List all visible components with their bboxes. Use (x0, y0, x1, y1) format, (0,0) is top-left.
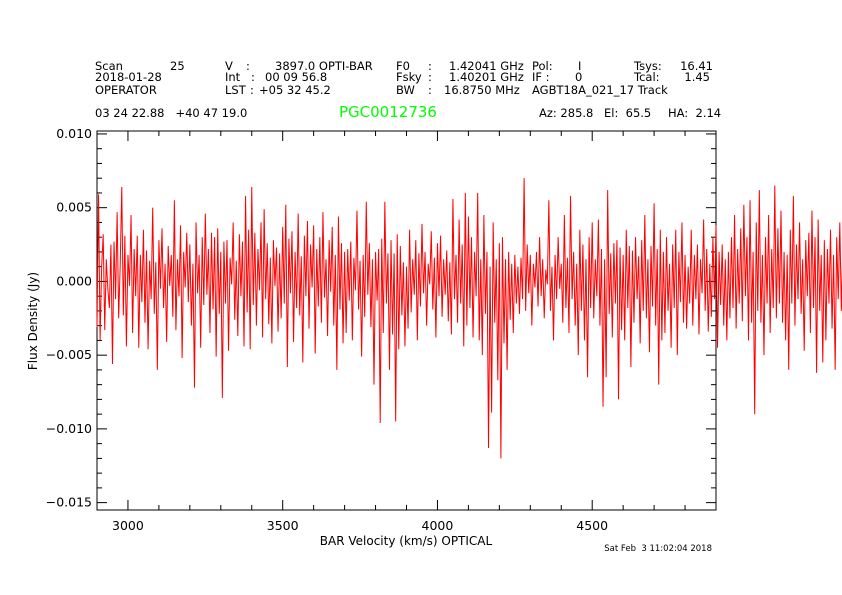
azimuth: Az: 285.8 (539, 106, 593, 120)
observer: OPERATOR (95, 83, 157, 97)
lst-label: LST (225, 83, 247, 97)
x-tick-label: 4500 (576, 518, 608, 533)
scan-value: 25 (170, 59, 185, 73)
elevation: El: 65.5 (604, 106, 651, 120)
f0-colon: : (428, 59, 432, 73)
tcal-value: 1.45 (684, 70, 710, 84)
x-axis-title: BAR Velocity (km/s) OPTICAL (320, 534, 493, 548)
integration-label: Int (225, 70, 241, 84)
bw-value: 16.8750 MHz (444, 83, 520, 97)
y-tick-label: 0.000 (56, 273, 92, 288)
plot-timestamp: Sat Feb 3 11:02:04 2018 (604, 544, 712, 554)
y-tick-label: −0.015 (46, 495, 92, 510)
tsys-label: Tsys: (633, 59, 662, 73)
f0-label: F0 (396, 59, 410, 73)
pol-value: I (578, 59, 581, 73)
y-tick-label: 0.005 (56, 200, 92, 215)
y-tick-label: −0.005 (46, 347, 92, 362)
x-tick-label: 3000 (112, 518, 144, 533)
y-axis-title: Flux Density (Jy) (26, 272, 40, 370)
x-axis: 3000 3500 4000 4500 (96, 131, 717, 533)
integration-value: 00 09 56.8 (265, 70, 327, 84)
velocity-value: 3897.0 OPTI-BAR (275, 59, 373, 73)
source-coordinates: 03 24 22.88 +40 47 19.0 (95, 106, 247, 120)
x-tick-label: 4000 (422, 518, 454, 533)
bw-colon: : (428, 83, 432, 97)
y-tick-label: 0.010 (56, 126, 92, 141)
fsky-label: Fsky (396, 70, 422, 84)
scan-label: Scan (95, 59, 123, 73)
fsky-colon: : (428, 70, 432, 84)
if-label: IF : (532, 70, 550, 84)
bw-label: BW (396, 83, 415, 97)
x-tick-label: 3500 (267, 518, 299, 533)
spectrum-series-line (96, 178, 842, 459)
y-axis: 0.010 0.005 0.000 −0.005 −0.010 −0.015 (46, 126, 716, 510)
lst-value: +05 32 45.2 (259, 83, 331, 97)
header-block: Scan 25 2018-01-28 OPERATOR V : 3897.0 O… (95, 59, 721, 121)
fsky-value: 1.40201 GHz (449, 70, 524, 84)
plot-frame (96, 130, 717, 511)
tcal-label: Tcal: (633, 70, 660, 84)
hour-angle: HA: 2.14 (668, 106, 721, 120)
y-tick-label: −0.010 (46, 421, 92, 436)
velocity-label: V (225, 59, 233, 73)
pol-label: Pol: (532, 59, 553, 73)
integration-colon: : (251, 70, 255, 84)
velocity-colon: : (246, 59, 250, 73)
series-layer (96, 178, 842, 459)
source-name: PGC0012736 (339, 103, 437, 121)
tsys-value: 16.41 (680, 59, 713, 73)
if-value: 0 (575, 70, 582, 84)
project-id: AGBT18A_021_17 Track (532, 83, 668, 97)
observation-date: 2018-01-28 (95, 70, 162, 84)
lst-colon: : (250, 83, 254, 97)
f0-value: 1.42041 GHz (449, 59, 524, 73)
